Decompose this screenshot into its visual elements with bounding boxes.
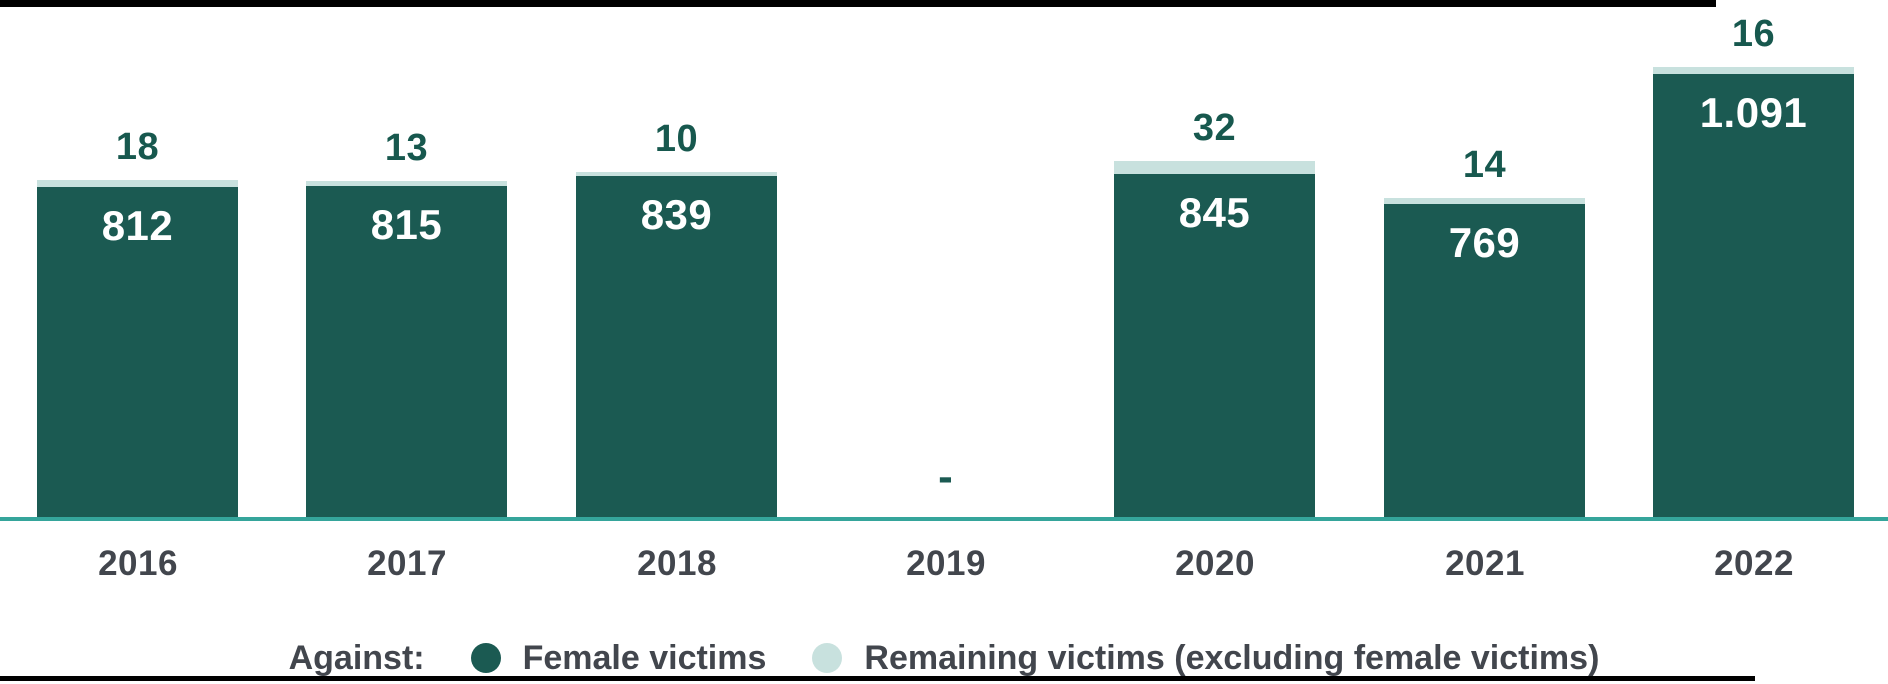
no-data-marker-2019: - <box>938 452 953 501</box>
bar-top-label-2021: 14 <box>1462 144 1507 186</box>
x-axis-label-2016: 2016 <box>98 544 178 583</box>
bar-top-label-2017: 13 <box>384 127 429 169</box>
x-axis-line <box>0 517 1888 521</box>
bar-value-label-2017: 815 <box>370 201 443 248</box>
bar-segment-remaining-2016 <box>37 180 238 187</box>
bar-segment-female-2020 <box>1114 174 1315 517</box>
bar-top-label-2022: 16 <box>1731 13 1776 55</box>
x-axis-label-2018: 2018 <box>637 544 717 583</box>
bar-segment-remaining-2022 <box>1653 67 1854 74</box>
top-border-line <box>0 0 1716 7</box>
legend-label-remaining-victims: Remaining victims (excluding female vict… <box>864 639 1600 677</box>
bar-value-label-2022: 1.091 <box>1699 89 1808 136</box>
bar-top-label-2016: 18 <box>115 126 160 168</box>
x-axis-label-2022: 2022 <box>1714 544 1794 583</box>
bar-value-label-2016: 812 <box>101 202 174 249</box>
x-axis-label-2020: 2020 <box>1175 544 1255 583</box>
female-victims-dot-icon <box>470 643 501 673</box>
bar-segment-female-2016 <box>37 187 238 517</box>
x-axis-label-2021: 2021 <box>1445 544 1525 583</box>
remaining-victims-dot-icon <box>812 643 843 673</box>
bar-top-label-2020: 32 <box>1192 107 1237 149</box>
bar-segment-remaining-2021 <box>1384 198 1585 204</box>
x-axis-label-2019: 2019 <box>906 544 986 583</box>
bar-value-label-2021: 769 <box>1448 219 1521 266</box>
bar-value-label-2020: 845 <box>1178 189 1251 236</box>
bar-segment-female-2022 <box>1653 74 1854 517</box>
bar-segment-female-2021 <box>1384 204 1585 517</box>
x-axis-label-2017: 2017 <box>367 544 447 583</box>
legend-title: Against: <box>288 639 425 677</box>
bar-segment-remaining-2020 <box>1114 161 1315 174</box>
bar-segment-remaining-2018 <box>576 172 777 176</box>
bar-value-label-2018: 839 <box>640 191 713 238</box>
bar-segment-remaining-2017 <box>306 181 507 186</box>
bar-segment-female-2017 <box>306 186 507 517</box>
bar-top-label-2018: 10 <box>654 118 699 160</box>
bottom-border-line <box>0 676 1755 681</box>
legend: Against: Female victims Remaining victim… <box>0 639 1888 677</box>
bar-segment-female-2018 <box>576 176 777 517</box>
legend-label-female-victims: Female victims <box>522 639 767 677</box>
